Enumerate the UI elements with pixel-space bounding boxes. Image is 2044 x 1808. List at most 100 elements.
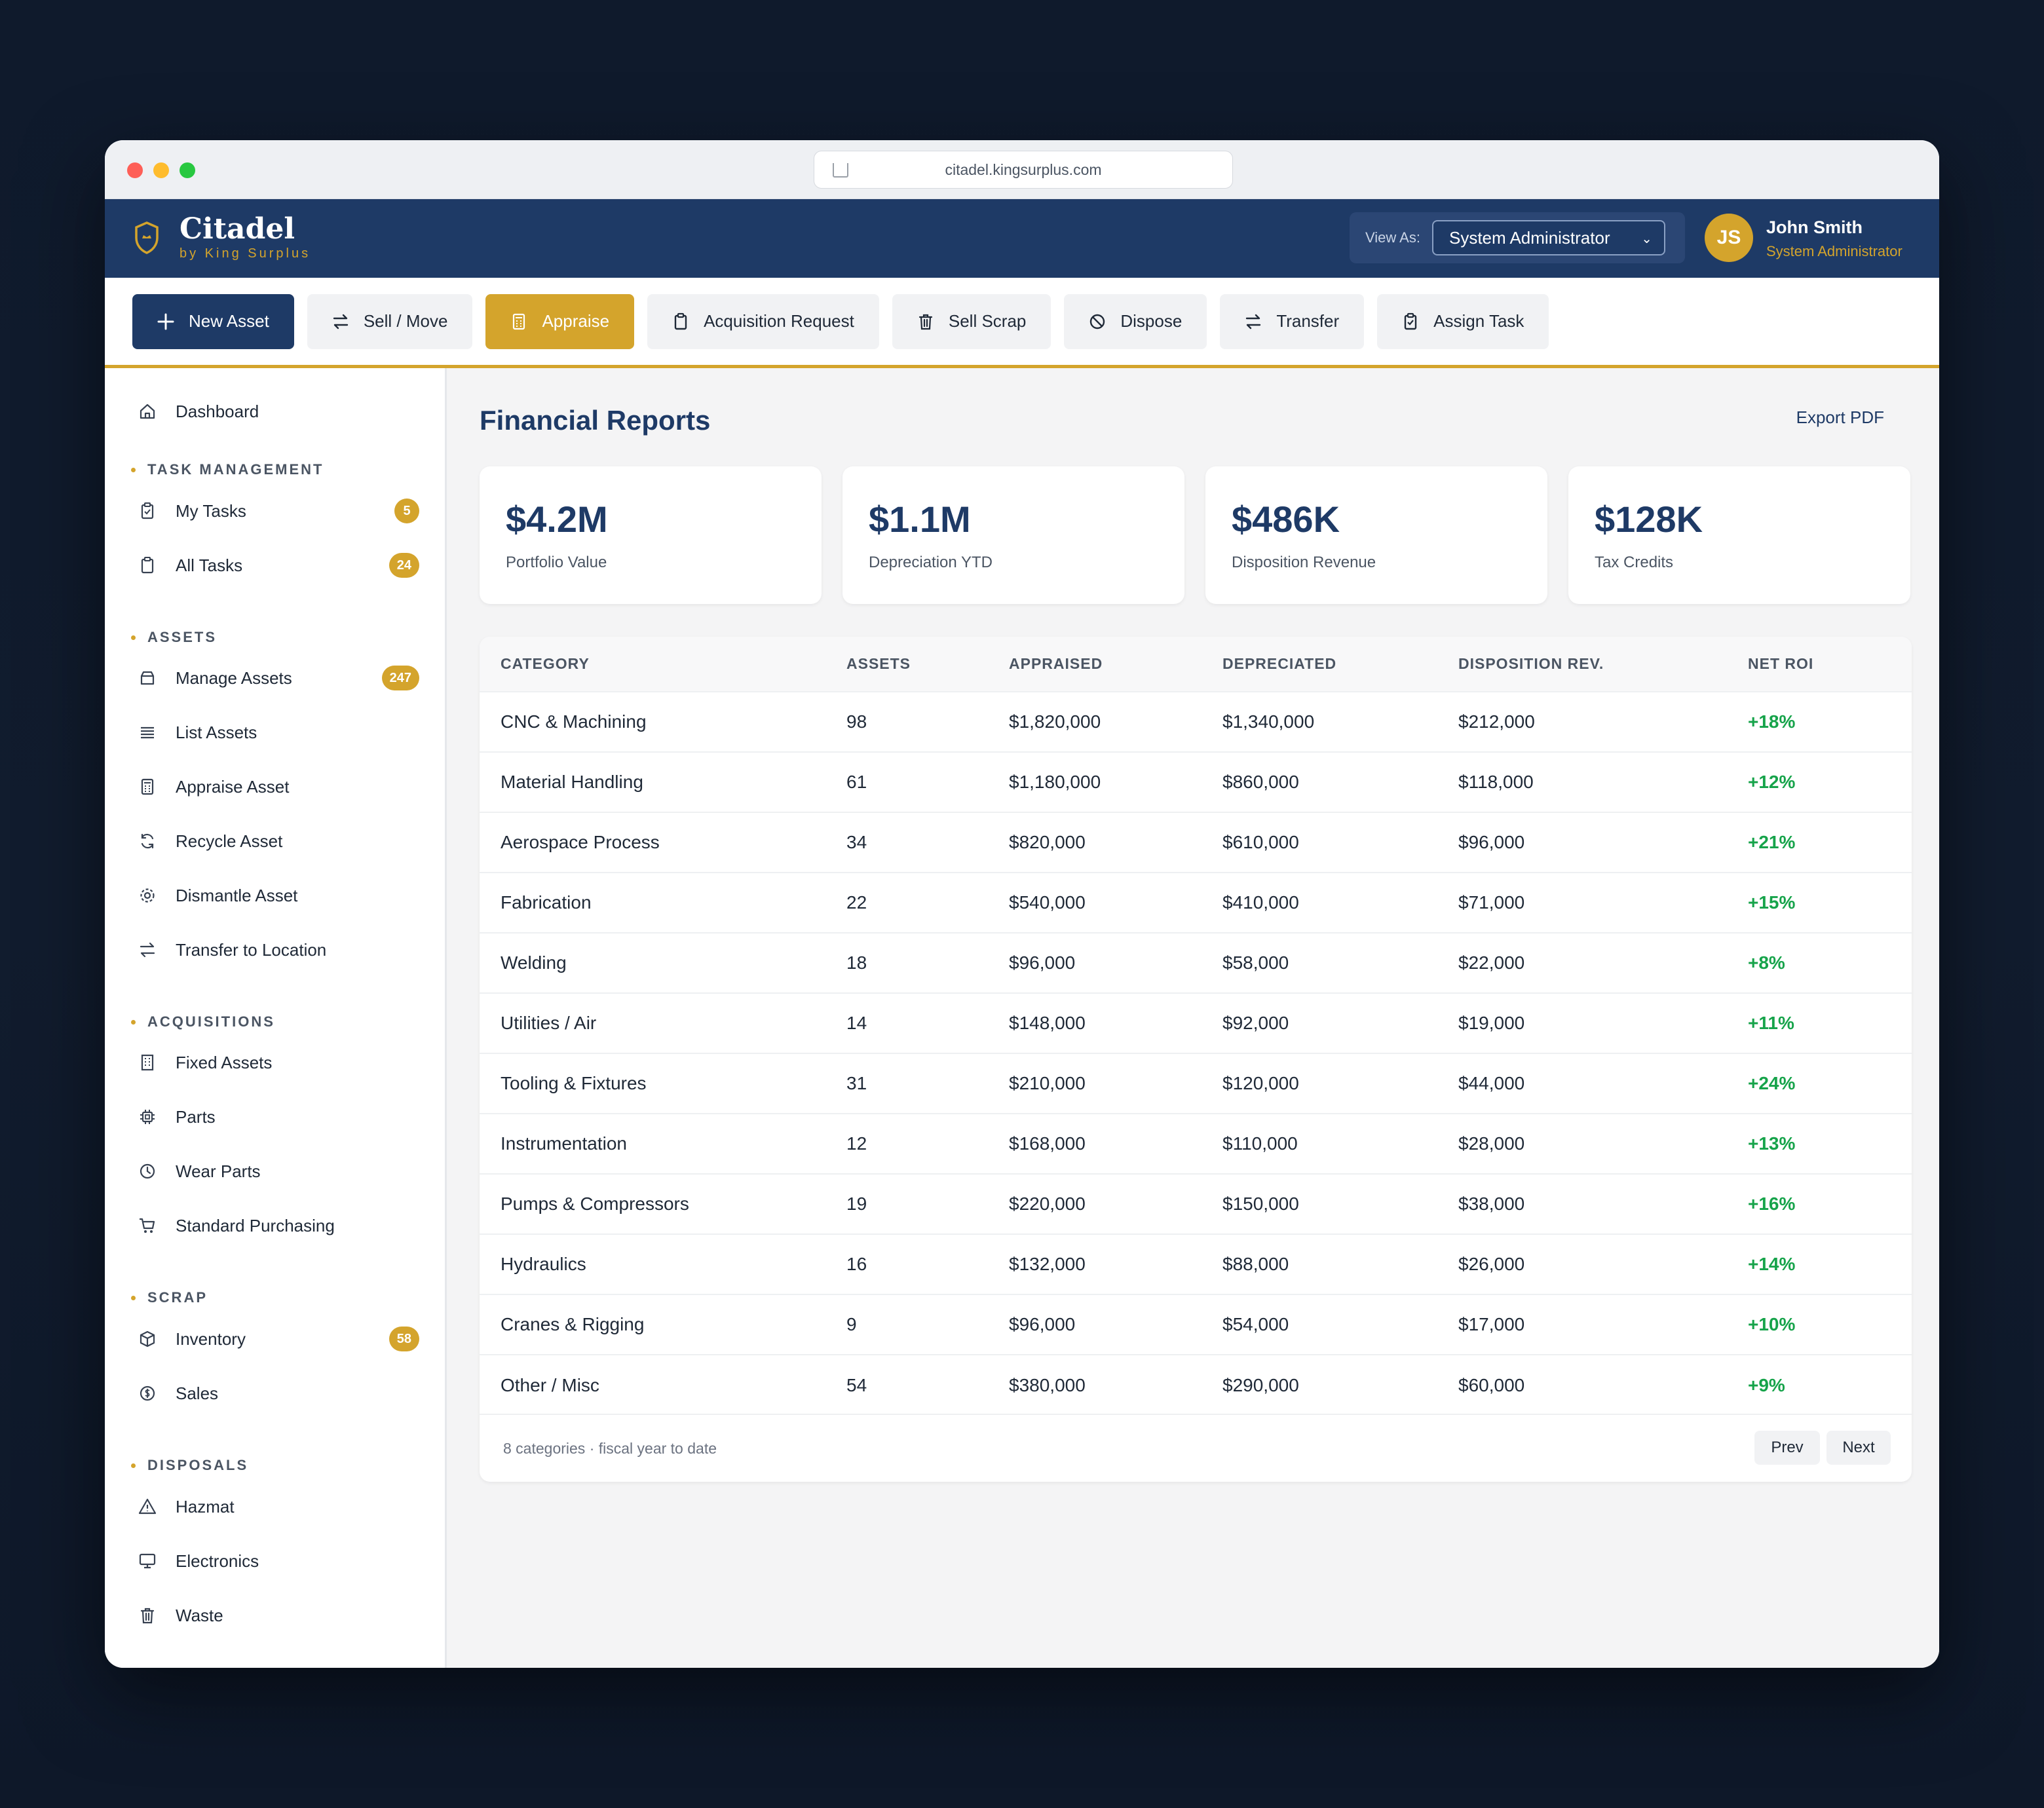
- column-header[interactable]: CATEGORY: [480, 637, 846, 692]
- new-asset-button[interactable]: New Asset: [132, 293, 294, 349]
- archive-icon: [140, 671, 155, 685]
- view-as-select[interactable]: System Administrator ⌄: [1431, 220, 1665, 255]
- net-roi-cell: +15%: [1748, 872, 1912, 933]
- table-row[interactable]: Instrumentation 12 $168,000 $110,000 $28,000…: [480, 1113, 1912, 1174]
- stat-label: Depreciation YTD: [869, 554, 993, 571]
- table-row[interactable]: Other / Misc 54 $380,000 $290,000 $60,000 +9%: [480, 1354, 1912, 1415]
- address-bar[interactable]: citadel.kingsurplus.com: [814, 151, 1233, 189]
- sidebar-item-sales[interactable]: Sales: [138, 1379, 419, 1408]
- next-page-button[interactable]: Next: [1826, 1431, 1891, 1465]
- disposition-rev-cell: $71,000: [1458, 872, 1748, 933]
- minimize-window-button[interactable]: [153, 162, 169, 178]
- table-row[interactable]: Utilities / Air 14 $148,000 $92,000 $19,000 +…: [480, 992, 1912, 1053]
- table-row[interactable]: Material Handling 61 $1,180,000 $860,000 $11…: [480, 751, 1912, 812]
- net-roi-cell: +14%: [1748, 1234, 1912, 1294]
- appraised-cell: $380,000: [1009, 1354, 1222, 1415]
- table-row[interactable]: CNC & Machining 98 $1,820,000 $1,340,000 $21…: [480, 691, 1912, 752]
- appraise-label: Appraise: [542, 311, 610, 331]
- sidebar-item-list-assets[interactable]: List Assets: [138, 718, 419, 747]
- sidebar-item-standard-purchasing[interactable]: Standard Purchasing: [138, 1211, 419, 1240]
- column-header[interactable]: DISPOSITION REV.: [1458, 637, 1748, 692]
- sidebar-item-hazmat[interactable]: Hazmat: [138, 1492, 419, 1521]
- column-header[interactable]: DEPRECIATED: [1222, 637, 1458, 692]
- chevron-down-icon: ⌄: [1641, 232, 1652, 246]
- depreciated-cell: $88,000: [1222, 1234, 1458, 1294]
- net-roi-cell: +10%: [1748, 1294, 1912, 1355]
- appraised-cell: $96,000: [1009, 1294, 1222, 1355]
- avatar[interactable]: JS: [1705, 214, 1753, 262]
- sidebar-item-label: Wear Parts: [176, 1161, 261, 1181]
- table-row[interactable]: Welding 18 $96,000 $58,000 $22,000 +8%: [480, 932, 1912, 993]
- section-assets: ASSETS: [131, 629, 217, 646]
- count-badge: 58: [388, 1327, 419, 1351]
- disposition-rev-cell: $44,000: [1458, 1053, 1748, 1114]
- appraised-cell: $220,000: [1009, 1173, 1222, 1234]
- sidebar-item-appraise-asset[interactable]: Appraise Asset: [138, 772, 419, 801]
- sell-scrap-label: Sell Scrap: [948, 311, 1027, 331]
- table-row[interactable]: Aerospace Process 34 $820,000 $610,000 $96,0…: [480, 812, 1912, 873]
- sidebar-item-dashboard[interactable]: Dashboard: [138, 397, 419, 426]
- disposition-rev-cell: $19,000: [1458, 992, 1748, 1053]
- column-header[interactable]: APPRAISED: [1009, 637, 1222, 692]
- column-header[interactable]: NET ROI: [1748, 637, 1912, 692]
- table-row[interactable]: Fabrication 22 $540,000 $410,000 $71,000 +15%: [480, 872, 1912, 933]
- net-roi-cell: +12%: [1748, 751, 1912, 812]
- appraised-cell: $148,000: [1009, 992, 1222, 1053]
- sidebar-item-dismantle-asset[interactable]: Dismantle Asset: [138, 881, 419, 910]
- depreciated-cell: $58,000: [1222, 932, 1458, 993]
- sidebar-item-my-tasks[interactable]: My Tasks 5: [138, 497, 419, 525]
- sidebar-item-inventory[interactable]: Inventory 58: [138, 1325, 419, 1353]
- calculator-icon: [513, 313, 525, 330]
- sidebar-item-waste[interactable]: Waste: [138, 1601, 419, 1630]
- table-row[interactable]: Cranes & Rigging 9 $96,000 $54,000 $17,000 +1…: [480, 1294, 1912, 1355]
- sidebar-item-all-tasks[interactable]: All Tasks 24: [138, 551, 419, 580]
- disposition-rev-cell: $60,000: [1458, 1354, 1748, 1415]
- transfer-button[interactable]: Transfer: [1220, 293, 1365, 349]
- column-header[interactable]: ASSETS: [846, 637, 1009, 692]
- dispose-button[interactable]: Dispose: [1064, 293, 1207, 349]
- disposition-rev-cell: $17,000: [1458, 1294, 1748, 1355]
- brand-logo[interactable]: Citadel by King Surplus: [134, 214, 311, 261]
- assign-task-button[interactable]: Assign Task: [1377, 293, 1549, 349]
- trash-icon: [140, 1608, 155, 1624]
- table-row[interactable]: Pumps & Compressors 19 $220,000 $150,000 $38…: [480, 1173, 1912, 1234]
- export-pdf-button[interactable]: Export PDF: [1796, 407, 1884, 427]
- appraised-cell: $168,000: [1009, 1113, 1222, 1174]
- sidebar-item-transfer-location[interactable]: Transfer to Location: [138, 935, 419, 964]
- browser-chrome: citadel.kingsurplus.com: [105, 140, 1939, 199]
- stat-value: $486K: [1232, 499, 1340, 540]
- count-badge: 247: [381, 666, 419, 690]
- category-cell: Tooling & Fixtures: [480, 1053, 846, 1114]
- appraised-cell: $96,000: [1009, 932, 1222, 993]
- sidebar-item-wear-parts[interactable]: Wear Parts: [138, 1157, 419, 1186]
- sidebar-item-electronics[interactable]: Electronics: [138, 1547, 419, 1575]
- table-row[interactable]: Hydraulics 16 $132,000 $88,000 $26,000 +14%: [480, 1234, 1912, 1294]
- user-info[interactable]: John Smith System Administrator: [1766, 217, 1902, 260]
- category-cell: Fabrication: [480, 872, 846, 933]
- sidebar-item-recycle-asset[interactable]: Recycle Asset: [138, 827, 419, 856]
- sell-scrap-button[interactable]: Sell Scrap: [892, 293, 1051, 349]
- gear-icon: [140, 888, 155, 903]
- user-name: John Smith: [1766, 217, 1863, 237]
- sidebar-item-parts[interactable]: Parts: [138, 1102, 419, 1131]
- stat-value: $128K: [1595, 499, 1703, 540]
- acquisition-request-button[interactable]: Acquisition Request: [647, 293, 879, 349]
- appraised-cell: $1,820,000: [1009, 691, 1222, 752]
- sidebar-item-fixed-assets[interactable]: Fixed Assets: [138, 1048, 419, 1077]
- assets-cell: 98: [846, 691, 1009, 752]
- category-cell: Instrumentation: [480, 1113, 846, 1174]
- page-title: Financial Reports: [480, 405, 711, 436]
- prev-page-button[interactable]: Prev: [1754, 1431, 1820, 1465]
- sidebar-item-manage-assets[interactable]: Manage Assets 247: [138, 664, 419, 692]
- table-row[interactable]: Tooling & Fixtures 31 $210,000 $120,000 $44,…: [480, 1053, 1912, 1114]
- maximize-window-button[interactable]: [180, 162, 195, 178]
- appraise-button[interactable]: Appraise: [485, 293, 635, 349]
- sidebar-item-label: Inventory: [176, 1328, 246, 1349]
- net-roi-cell: +24%: [1748, 1053, 1912, 1114]
- content-area: Financial Reports Export PDF $4.2M Portf…: [447, 368, 1939, 1668]
- arrows-exchange-icon: [1246, 314, 1261, 329]
- close-window-button[interactable]: [127, 162, 143, 178]
- sell-move-button[interactable]: Sell / Move: [307, 293, 473, 349]
- category-cell: CNC & Machining: [480, 691, 846, 752]
- assets-cell: 61: [846, 751, 1009, 812]
